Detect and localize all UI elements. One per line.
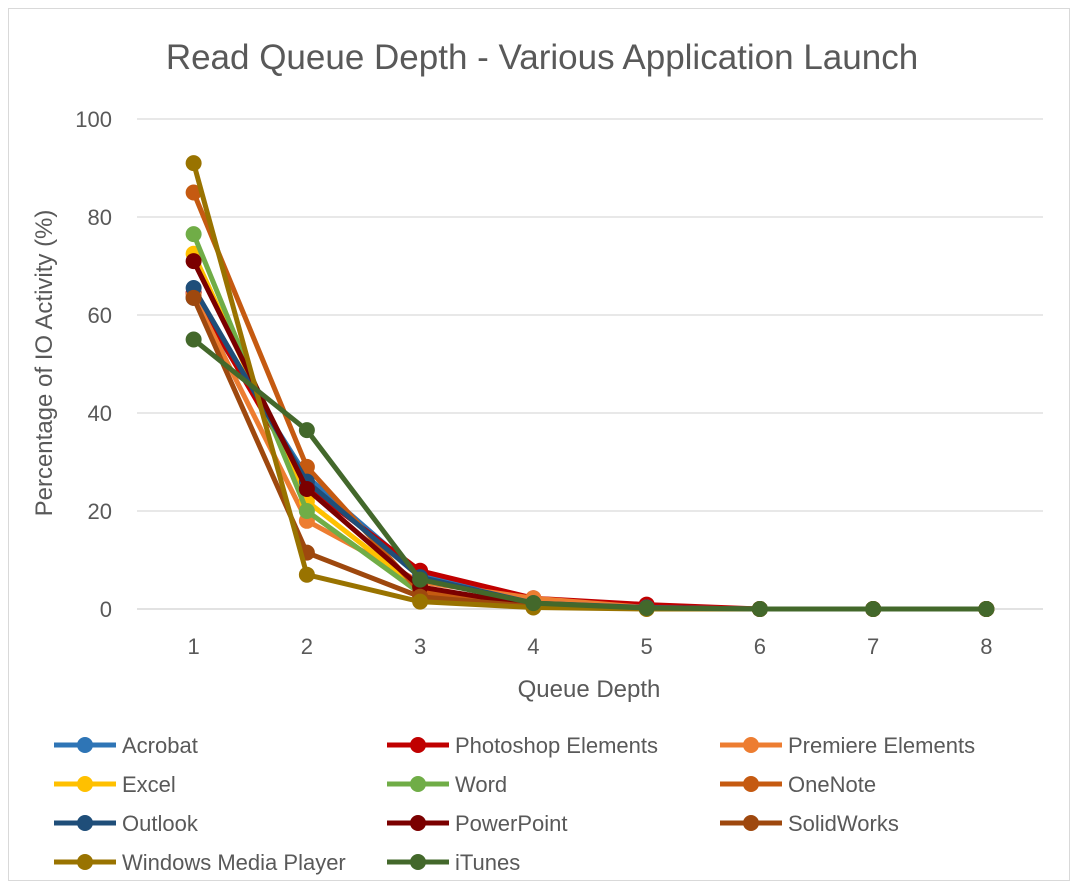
data-point — [978, 601, 995, 617]
series-line — [191, 290, 989, 612]
legend-swatch-marker — [410, 776, 426, 792]
legend: Acrobat Photoshop Elements Premiere Elemen… — [54, 733, 975, 875]
series-itunes — [185, 331, 995, 617]
chart-frame: Read Queue Depth - Various Application L… — [8, 8, 1070, 881]
legend-item: Photoshop Elements — [387, 733, 658, 758]
y-tick-label: 0 — [100, 597, 112, 622]
chart-title: Read Queue Depth - Various Application L… — [166, 38, 918, 77]
legend-item: iTunes — [387, 850, 520, 875]
x-tick-label: 8 — [980, 634, 992, 659]
y-tick-label: 60 — [88, 303, 112, 328]
legend-swatch-marker — [77, 737, 93, 753]
legend-label: Windows Media Player — [122, 850, 346, 875]
x-tick-label: 7 — [867, 634, 879, 659]
legend-label: PowerPoint — [455, 811, 568, 836]
legend-label: Acrobat — [122, 733, 198, 758]
legend-label: Outlook — [122, 811, 199, 836]
legend-swatch-marker — [743, 776, 759, 792]
data-point — [865, 601, 882, 617]
series-line — [191, 292, 989, 612]
legend-swatch-marker — [410, 854, 426, 870]
legend-label: Word — [455, 772, 507, 797]
y-tick-label: 40 — [88, 401, 112, 426]
series-line — [191, 160, 989, 612]
series-line — [191, 295, 989, 612]
legend-label: Premiere Elements — [788, 733, 975, 758]
legend-item: OneNote — [720, 772, 876, 797]
x-tick-label: 6 — [754, 634, 766, 659]
data-point — [185, 253, 202, 270]
legend-item: PowerPoint — [387, 811, 568, 836]
data-point — [185, 155, 202, 172]
y-axis-ticks: 0 20 40 60 80 100 — [75, 107, 112, 622]
gridlines — [137, 118, 1043, 610]
legend-item: Acrobat — [54, 733, 198, 758]
y-tick-label: 20 — [88, 499, 112, 524]
legend-swatch-marker — [77, 776, 93, 792]
legend-swatch-marker — [743, 815, 759, 831]
data-point — [185, 289, 202, 306]
data-point — [185, 226, 202, 243]
legend-label: Excel — [122, 772, 176, 797]
y-tick-label: 100 — [75, 107, 112, 132]
line-chart: Read Queue Depth - Various Application L… — [31, 38, 1043, 875]
data-point — [298, 480, 315, 497]
series-line — [191, 190, 989, 612]
legend-item: Windows Media Player — [54, 850, 346, 875]
legend-swatch-marker — [77, 815, 93, 831]
y-tick-label: 80 — [88, 205, 112, 230]
x-axis-label: Queue Depth — [518, 676, 661, 703]
data-point — [185, 331, 202, 348]
data-point — [298, 503, 315, 519]
legend-item: SolidWorks — [720, 811, 899, 836]
data-point — [298, 422, 315, 439]
x-tick-label: 5 — [641, 634, 653, 659]
x-axis-ticks: 1 2 3 4 5 6 7 8 — [188, 634, 993, 659]
legend-item: Word — [387, 772, 507, 797]
data-point — [751, 601, 768, 617]
legend-item: Premiere Elements — [720, 733, 975, 758]
data-point — [412, 571, 429, 588]
data-point — [525, 595, 542, 612]
legend-label: SolidWorks — [788, 811, 899, 836]
legend-swatch-marker — [410, 737, 426, 753]
legend-item: Excel — [54, 772, 176, 797]
legend-swatch-marker — [77, 854, 93, 870]
data-point — [412, 593, 429, 610]
data-point — [298, 566, 315, 583]
series-lines — [185, 155, 995, 617]
legend-label: Photoshop Elements — [455, 733, 658, 758]
series-line — [191, 285, 989, 612]
y-axis-label: Percentage of IO Activity (%) — [31, 210, 58, 517]
legend-swatch-marker — [743, 737, 759, 753]
x-tick-label: 3 — [414, 634, 426, 659]
data-point — [185, 184, 202, 201]
data-point — [638, 600, 655, 617]
x-tick-label: 1 — [188, 634, 200, 659]
x-tick-label: 2 — [301, 634, 313, 659]
series-line — [191, 295, 989, 612]
series-line — [191, 337, 989, 612]
x-tick-label: 4 — [527, 634, 539, 659]
legend-item: Outlook — [54, 811, 199, 836]
legend-label: iTunes — [455, 850, 520, 875]
legend-swatch-marker — [410, 815, 426, 831]
legend-label: OneNote — [788, 772, 876, 797]
